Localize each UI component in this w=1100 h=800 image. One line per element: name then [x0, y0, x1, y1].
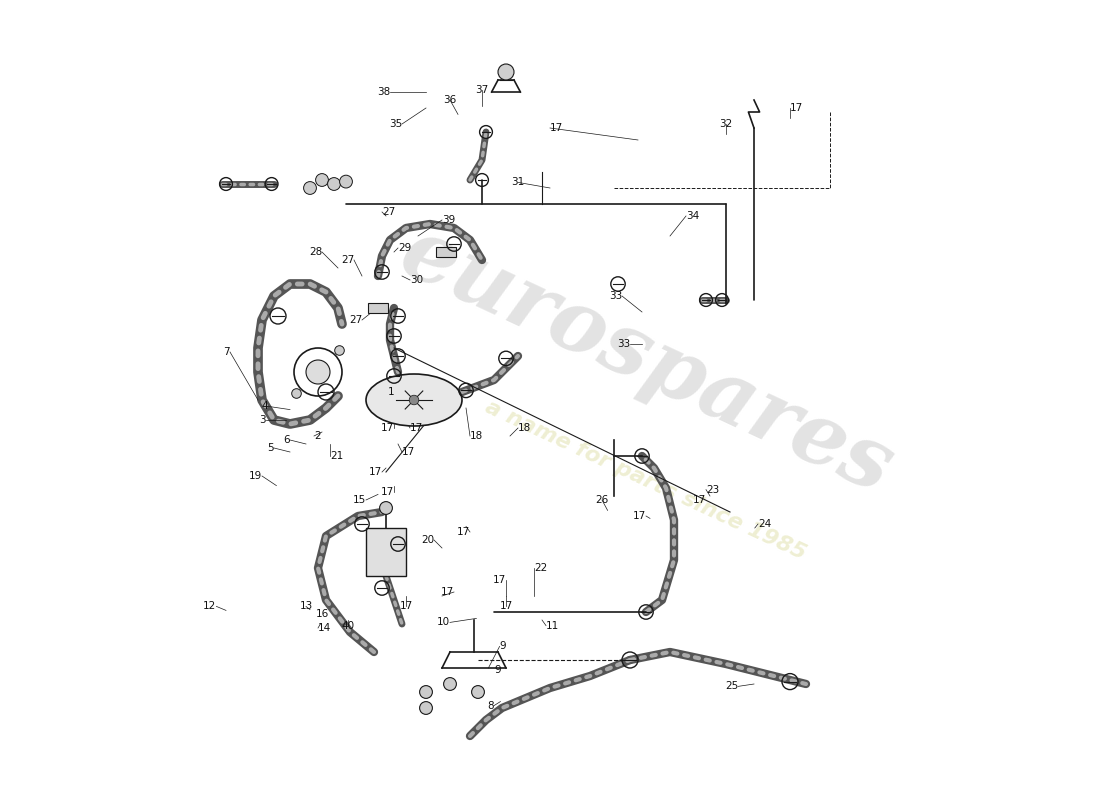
Text: 14: 14: [318, 623, 331, 633]
Circle shape: [498, 64, 514, 80]
Text: 6: 6: [284, 435, 290, 445]
Text: 4: 4: [262, 402, 268, 411]
Text: 13: 13: [299, 602, 312, 611]
Text: 2: 2: [314, 431, 320, 441]
Text: 17: 17: [410, 423, 424, 433]
Text: 17: 17: [381, 487, 394, 497]
Circle shape: [304, 182, 317, 194]
Text: 8: 8: [487, 701, 494, 710]
Bar: [437, 247, 455, 257]
Text: 18: 18: [470, 431, 483, 441]
Text: 29: 29: [398, 243, 411, 253]
Circle shape: [409, 395, 419, 405]
Text: 17: 17: [368, 467, 382, 477]
Text: 23: 23: [706, 485, 719, 494]
Circle shape: [472, 686, 484, 698]
Circle shape: [340, 175, 352, 188]
Text: 26: 26: [595, 495, 608, 505]
Text: 17: 17: [493, 575, 506, 585]
Text: 27: 27: [349, 315, 362, 325]
Text: 34: 34: [686, 211, 700, 221]
Text: 17: 17: [693, 495, 706, 505]
Text: 17: 17: [381, 423, 394, 433]
Text: 37: 37: [475, 85, 488, 94]
Text: 30: 30: [410, 275, 424, 285]
Text: 10: 10: [437, 618, 450, 627]
Text: 17: 17: [399, 602, 412, 611]
Text: 25: 25: [725, 682, 738, 691]
Circle shape: [328, 178, 340, 190]
Text: 31: 31: [512, 178, 525, 187]
Text: 17: 17: [550, 123, 563, 133]
Circle shape: [292, 389, 301, 398]
Text: 17: 17: [456, 527, 470, 537]
Text: 39: 39: [442, 215, 455, 225]
Text: 38: 38: [376, 87, 390, 97]
Bar: [368, 303, 387, 313]
Text: 17: 17: [402, 447, 416, 457]
Text: 32: 32: [719, 119, 733, 129]
Text: 7: 7: [223, 347, 230, 357]
Text: 19: 19: [249, 471, 262, 481]
Text: 17: 17: [499, 602, 513, 611]
Circle shape: [443, 678, 456, 690]
Text: a name for parts since 1985: a name for parts since 1985: [483, 397, 810, 563]
Text: 3: 3: [260, 415, 266, 425]
Text: 36: 36: [443, 95, 456, 105]
Text: 33: 33: [617, 339, 630, 349]
Text: 17: 17: [632, 511, 646, 521]
Ellipse shape: [366, 374, 462, 426]
Text: 11: 11: [546, 621, 559, 630]
Circle shape: [419, 686, 432, 698]
Text: 22: 22: [534, 563, 548, 573]
Text: 9: 9: [499, 642, 506, 651]
Text: 27: 27: [341, 255, 354, 265]
Text: 9: 9: [494, 666, 501, 675]
Text: 28: 28: [309, 247, 322, 257]
Circle shape: [379, 502, 393, 514]
Text: 18: 18: [518, 423, 531, 433]
Text: 16: 16: [316, 610, 329, 619]
Bar: [366, 528, 406, 576]
Circle shape: [306, 360, 330, 384]
Text: 40: 40: [342, 621, 355, 630]
Text: 33: 33: [608, 291, 622, 301]
Circle shape: [316, 174, 329, 186]
Text: 21: 21: [330, 451, 343, 461]
Text: 24: 24: [758, 519, 771, 529]
Text: 17: 17: [441, 587, 454, 597]
Text: 5: 5: [267, 443, 274, 453]
Text: 12: 12: [204, 602, 217, 611]
Text: 27: 27: [382, 207, 395, 217]
Text: 17: 17: [790, 103, 803, 113]
Text: 35: 35: [388, 119, 401, 129]
Circle shape: [419, 702, 432, 714]
Text: eurospares: eurospares: [387, 210, 905, 510]
Circle shape: [334, 346, 344, 355]
Text: 15: 15: [353, 495, 366, 505]
Text: 20: 20: [421, 535, 434, 545]
Text: 1: 1: [387, 387, 394, 397]
